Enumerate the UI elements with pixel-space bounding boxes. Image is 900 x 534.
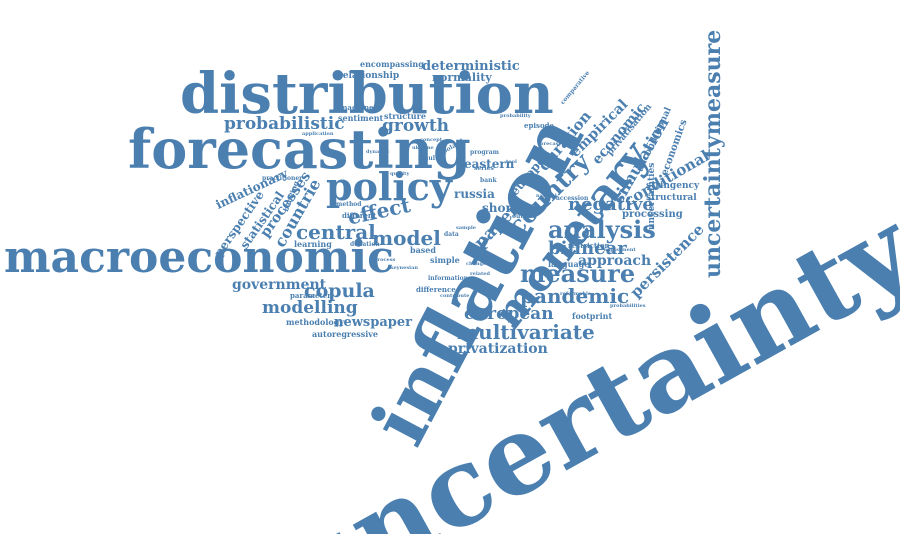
word-practitioner: practitioner — [262, 175, 303, 182]
word-restriction: restriction — [568, 241, 610, 250]
word-language: language — [548, 259, 590, 269]
word-policy: policy — [326, 164, 453, 209]
word-distribution: distribution — [180, 61, 554, 127]
word-change: change — [466, 261, 487, 267]
word-keynesian: keynesian — [390, 265, 418, 271]
word-short: short — [482, 201, 518, 215]
word-copula: copula — [304, 280, 375, 302]
word-government: government — [232, 277, 327, 293]
word-probabilities: probabilities — [610, 303, 646, 309]
word-newspaper: newspaper — [334, 315, 412, 330]
word-deterministic: deterministic — [422, 59, 520, 74]
word-eastern: eastern — [464, 157, 515, 171]
word-sample: sample — [456, 225, 476, 231]
word-series: series — [474, 165, 494, 172]
word-macroeconomic: macroeconomic — [4, 232, 394, 283]
word-analysis: analysis — [548, 215, 656, 244]
word-episode: episode — [524, 121, 554, 130]
word-quality: quality — [390, 171, 410, 177]
word-different: different — [342, 211, 377, 220]
word-sentiment: sentiment — [338, 113, 384, 123]
word-adjustment: adjustment — [604, 247, 636, 253]
word-concept: concept — [420, 137, 443, 143]
word-measure: measure — [520, 259, 636, 288]
word-output: output — [512, 213, 535, 220]
word-autoregressive: autoregressive — [312, 329, 379, 339]
word-bilinear: bilinear — [548, 238, 627, 259]
word-application: application — [302, 131, 334, 137]
word-information: information — [428, 275, 469, 282]
word-probabilistic: probabilistic — [224, 114, 345, 134]
word-probability: probability — [500, 113, 531, 119]
word-machine: machine — [340, 103, 374, 112]
word-simple: simple — [430, 255, 460, 265]
word-structure: structure — [384, 111, 426, 121]
word-model: model — [372, 226, 441, 250]
word-accession: accession — [556, 195, 589, 202]
word-deflation: deflation — [350, 241, 380, 248]
word-negative: negative — [568, 194, 654, 215]
word-dynamic: dynamic — [366, 149, 390, 155]
word-encompassing: encompassing — [360, 59, 424, 69]
word-process: process — [374, 257, 396, 263]
word-relationship: relationship — [338, 71, 400, 81]
word-reformable: reformable — [560, 291, 592, 297]
word-modelling: modelling — [262, 298, 358, 318]
word-data: data — [444, 231, 459, 238]
word-result: result — [418, 155, 438, 162]
word-ukraine: ukraine — [412, 145, 434, 151]
word-natural: natural — [536, 193, 557, 199]
word-approach: approach — [578, 253, 652, 269]
word-method: method — [336, 201, 362, 208]
word-stringency: stringency — [646, 181, 700, 191]
word-based: based — [410, 245, 436, 255]
word-bank: bank — [480, 177, 497, 184]
word-pandemic: pandemic — [520, 284, 630, 308]
word-structural: structural — [646, 193, 697, 203]
word-russia: russia — [454, 187, 495, 201]
word-footprint: footprint — [572, 311, 613, 321]
word-difference: difference — [416, 285, 456, 294]
word-contribute: contribute — [440, 293, 470, 299]
word-central: central — [296, 220, 376, 244]
word-tool: tool — [506, 159, 517, 165]
word-european: european — [464, 304, 554, 324]
word-comparative: comparative — [559, 69, 592, 106]
word-forecast: forecast — [538, 141, 561, 147]
word-multivariate: multivariate — [457, 320, 595, 344]
word-program: program — [470, 149, 499, 156]
word-parameter: parameter — [290, 291, 331, 300]
word-methodology: methodology — [286, 317, 344, 327]
word-related: related — [470, 271, 490, 277]
word-privatization: privatization — [448, 341, 548, 357]
word-processing: processing — [622, 209, 683, 220]
word-growth: growth — [382, 116, 450, 136]
word-uncertainties: uncertainties — [647, 162, 657, 230]
word-forecasting: forecasting — [128, 117, 471, 181]
word-normality: normality — [432, 71, 492, 84]
word-learning: learning — [294, 239, 332, 249]
